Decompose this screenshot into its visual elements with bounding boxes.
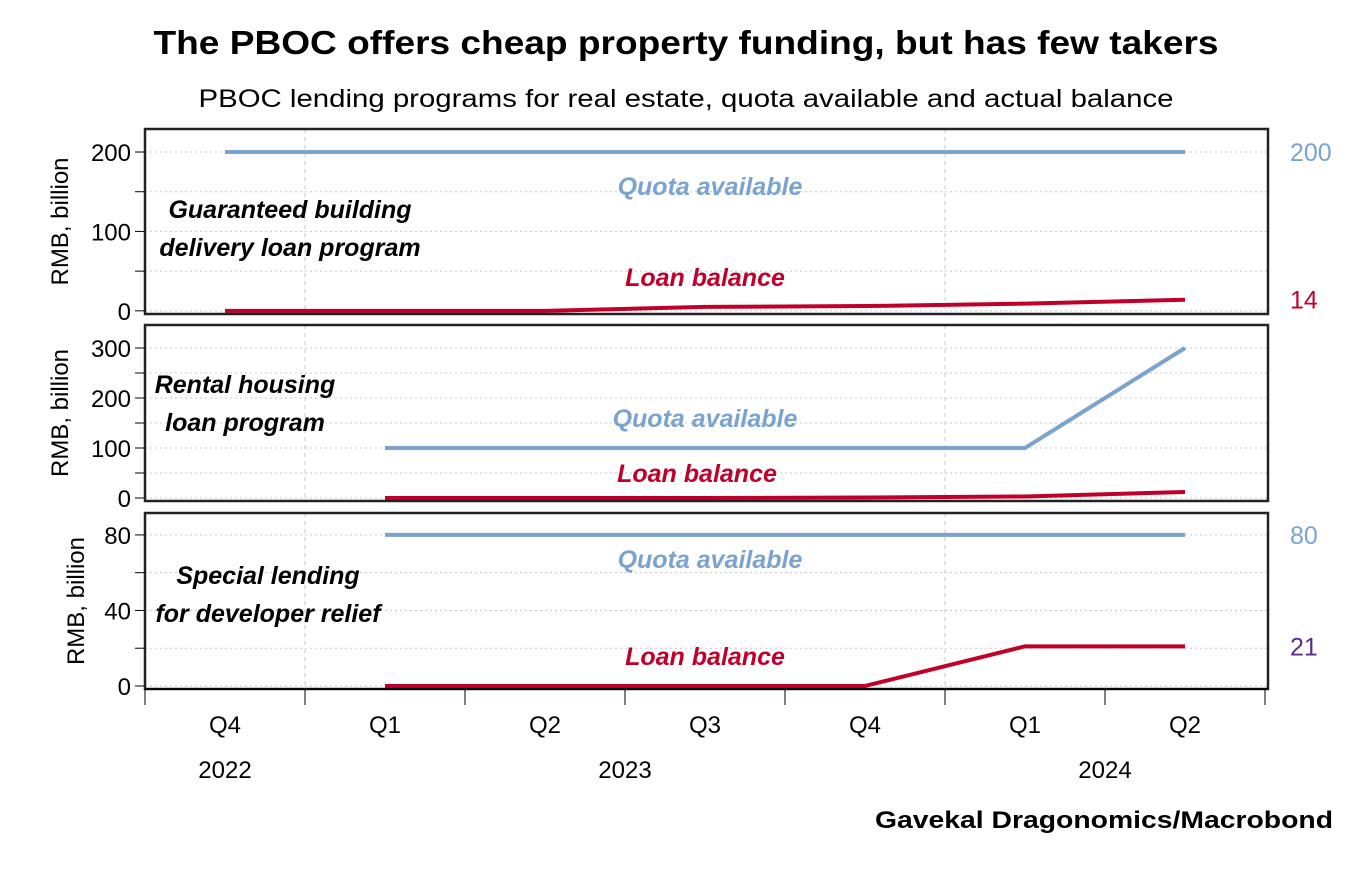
panel-frame [143, 127, 1270, 316]
x-axis: Q4 Q1 Q2 Q3 Q4 Q1 Q2 2022 2023 2024 [144, 688, 1268, 784]
y-tick-label: 100 [91, 436, 131, 463]
x-tick-label: Q4 [849, 712, 881, 739]
panel-annotation: loan program [165, 409, 325, 437]
y-tick-label: 0 [118, 674, 131, 701]
y-axis-label: RMB, billion [63, 537, 90, 665]
y-axis-label: RMB, billion [47, 349, 74, 477]
end-value-label: 200 [1290, 139, 1332, 167]
x-tick-label: Q1 [1009, 712, 1041, 739]
series-label: Quota available [613, 405, 798, 433]
y-tick-label: 300 [91, 336, 131, 363]
x-tick-label: Q2 [1169, 712, 1201, 739]
y-tick-label: 200 [91, 140, 131, 167]
panel-3: 0 40 80 RMB, billion Special lending for deve… [63, 511, 1318, 701]
series-line-quota [385, 346, 1187, 450]
source-label: Gavekal Dragonomics/Macrobond [875, 807, 1333, 834]
panel-annotation: Rental housing [155, 371, 336, 399]
end-value-label: 80 [1290, 522, 1318, 550]
chart-subtitle: PBOC lending programs for real estate, q… [199, 85, 1174, 113]
y-tick-label: 100 [91, 219, 131, 246]
series-label: Loan balance [617, 460, 777, 488]
panel-annotation: Special lending [176, 562, 359, 590]
y-tick-label: 200 [91, 386, 131, 413]
panel-2: 0 100 200 300 RMB, billion Rental housing loan… [47, 323, 1270, 513]
series-label: Loan balance [625, 264, 785, 292]
series-label: Quota available [618, 546, 803, 574]
y-axis-label: RMB, billion [47, 157, 74, 285]
x-year-label: 2022 [198, 757, 251, 784]
x-tick-label: Q3 [689, 712, 721, 739]
x-tick-label: Q4 [209, 712, 241, 739]
panel-annotation: for developer relief [155, 600, 383, 628]
y-tick-label: 80 [104, 523, 131, 550]
series-label: Loan balance [625, 643, 785, 671]
plot-area: 0 100 200 RMB, billion Guaranteed building de… [47, 127, 1332, 701]
y-tick-label: 40 [104, 598, 131, 625]
series-line-loan [385, 644, 1185, 688]
series-line-loan [385, 490, 1186, 500]
panel-1: 0 100 200 RMB, billion Guaranteed building de… [47, 127, 1332, 326]
x-year-label: 2024 [1078, 757, 1131, 784]
chart-title: The PBOC offers cheap property funding, … [154, 24, 1219, 61]
y-tick-label: 0 [118, 299, 131, 326]
panel-annotation: Guaranteed building [168, 196, 411, 224]
x-year-label: 2023 [598, 757, 651, 784]
panel-frame [143, 323, 1270, 503]
end-value-label: 21 [1290, 633, 1318, 661]
series-line-loan [225, 297, 1186, 313]
x-tick-label: Q1 [369, 712, 401, 739]
end-value-label: 14 [1290, 287, 1318, 315]
series-label: Quota available [618, 173, 803, 201]
y-tick-label: 0 [118, 486, 131, 513]
panel-annotation: delivery loan program [159, 234, 420, 262]
x-tick-label: Q2 [529, 712, 561, 739]
